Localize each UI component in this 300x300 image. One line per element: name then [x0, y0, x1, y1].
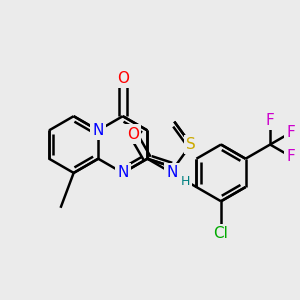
- Text: S: S: [186, 137, 196, 152]
- Text: N: N: [92, 123, 104, 138]
- Text: N: N: [117, 165, 128, 180]
- Text: F: F: [266, 113, 274, 128]
- Text: O: O: [117, 70, 129, 86]
- Text: O: O: [127, 127, 139, 142]
- Text: N: N: [166, 165, 178, 180]
- Text: Cl: Cl: [214, 226, 228, 242]
- Text: F: F: [286, 149, 295, 164]
- Text: F: F: [286, 125, 295, 140]
- Text: H: H: [180, 175, 190, 188]
